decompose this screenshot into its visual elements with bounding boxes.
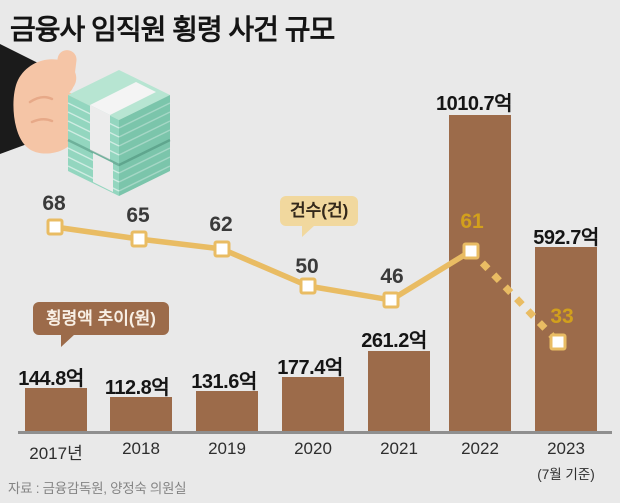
count-label-2018: 65: [126, 204, 150, 227]
bar-value-2021: 261.2억: [361, 330, 427, 352]
money-stack-icon: [67, 70, 171, 196]
bar-series-bubble: 횡령액 추이(원): [33, 302, 169, 347]
year-label-2019: 2019: [208, 439, 246, 458]
year-label-2022: 2022: [461, 439, 499, 458]
line-marker-2017: [46, 218, 64, 236]
year-label-2018: 2018: [122, 439, 160, 458]
count-label-2021: 46: [380, 265, 404, 288]
count-label-2022: 61: [460, 210, 484, 233]
bar-value-2018: 112.8억: [104, 377, 170, 399]
bar-value-2017: 144.8억: [18, 368, 84, 390]
bar-value-2022: 1010.7억: [435, 93, 513, 115]
bar-2022: [449, 115, 511, 431]
count-label-2019: 62: [209, 213, 233, 236]
bar-2019: [196, 391, 258, 431]
bar-2018: [110, 397, 172, 431]
count-label-2017: 68: [42, 192, 66, 215]
year-label-2021: 2021: [380, 439, 418, 458]
bar-2020: [282, 377, 344, 431]
count-label-2020: 50: [295, 255, 319, 278]
page-title: 금융사 임직원 횡령 사건 규모: [10, 14, 335, 45]
source-credit: 자료 : 금융감독원, 양정숙 의원실: [8, 481, 187, 496]
year-label-2020: 2020: [294, 439, 332, 458]
bar-2023: [535, 247, 597, 431]
count-line-solid: [54, 224, 473, 303]
year-label-2023: 2023: [547, 439, 585, 458]
bar-value-2019: 131.6억: [191, 371, 257, 393]
year-label-2017: 2017년: [29, 444, 83, 463]
bar-value-2020: 177.4억: [277, 357, 343, 379]
bar-2021: [368, 351, 430, 431]
line-marker-2020: [299, 277, 317, 295]
x-axis-line: [18, 431, 612, 434]
line-series-bubble: 건수(건): [280, 196, 359, 237]
line-marker-2021: [382, 291, 400, 309]
line-marker-2018: [130, 230, 148, 248]
year-note-2023: (7월 기준): [537, 467, 595, 482]
count-label-2023: 33: [550, 305, 574, 328]
bar-2017: [25, 388, 87, 431]
line-marker-2019: [213, 240, 231, 258]
bar-value-2023: 592.7억: [533, 227, 599, 249]
hand-icon: [13, 50, 84, 154]
hand-money-illustration: [0, 44, 171, 196]
